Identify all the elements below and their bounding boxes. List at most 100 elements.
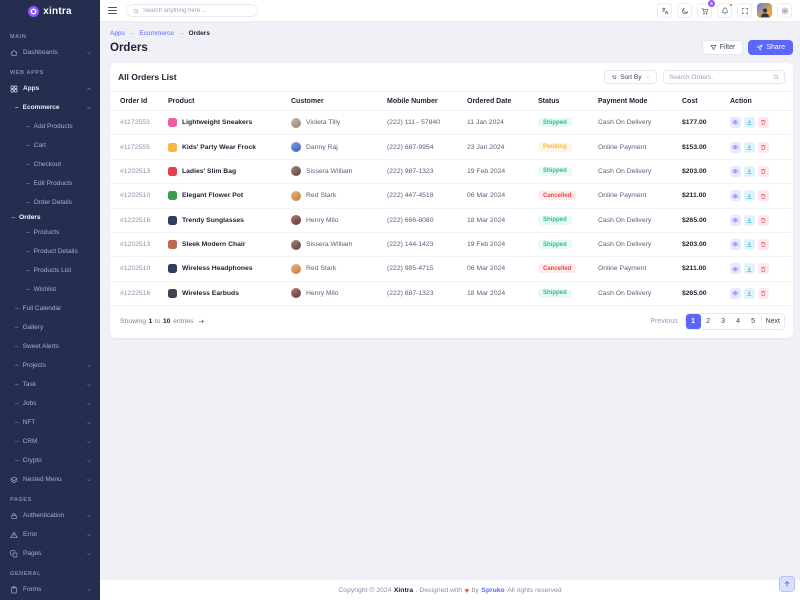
- col-status: Status: [532, 92, 592, 111]
- sidebar-item[interactable]: Error: [0, 525, 100, 544]
- footer-designer-link[interactable]: Spruko: [481, 586, 505, 594]
- sidebar-item[interactable]: GENERAL: [0, 563, 100, 580]
- cart-button[interactable]: 5: [697, 0, 715, 18]
- sidebar-item[interactable]: – Wishlist: [0, 280, 100, 299]
- download-order-button[interactable]: [744, 165, 755, 177]
- funnel-icon: [710, 44, 717, 51]
- view-order-button[interactable]: [730, 239, 741, 251]
- date-cell: 19 Feb 2024: [461, 159, 532, 185]
- delete-order-button[interactable]: [758, 239, 769, 251]
- delete-order-button[interactable]: [758, 287, 769, 299]
- sidebar-item[interactable]: Authentication: [0, 506, 100, 525]
- cart-badge: 5: [708, 0, 715, 7]
- sidebar-item[interactable]: Forms: [0, 580, 100, 599]
- sidebar-toggle-icon[interactable]: [108, 7, 117, 14]
- sidebar-item[interactable]: – Product Details: [0, 242, 100, 261]
- sidebar-item[interactable]: – Projects: [0, 356, 100, 375]
- pagination-page[interactable]: 2: [700, 314, 716, 329]
- breadcrumb-link-apps[interactable]: Apps: [110, 30, 125, 37]
- user-avatar[interactable]: [757, 3, 772, 18]
- download-order-button[interactable]: [744, 214, 755, 226]
- sidebar-item[interactable]: – Products List: [0, 261, 100, 280]
- language-button[interactable]: [657, 3, 672, 18]
- sidebar-item[interactable]: – Task: [0, 375, 100, 394]
- view-order-button[interactable]: [730, 190, 741, 202]
- delete-order-button[interactable]: [758, 165, 769, 177]
- moon-icon: [681, 7, 689, 15]
- view-order-button[interactable]: [730, 165, 741, 177]
- download-icon: [746, 241, 753, 248]
- share-button[interactable]: Share: [748, 40, 793, 55]
- breadcrumb-separator-icon: →: [178, 30, 185, 37]
- sidebar-item[interactable]: – Gallery: [0, 318, 100, 337]
- sidebar-item[interactable]: – Crypto: [0, 451, 100, 470]
- view-order-button[interactable]: [730, 263, 741, 275]
- sidebar-item-label: Edit Products: [33, 179, 73, 187]
- pagination-page[interactable]: 5: [745, 314, 761, 329]
- sidebar-item[interactable]: – Checkout: [0, 155, 100, 174]
- download-order-button[interactable]: [744, 141, 755, 153]
- filter-button[interactable]: Filter: [701, 40, 744, 55]
- download-order-button[interactable]: [744, 287, 755, 299]
- delete-order-button[interactable]: [758, 263, 769, 275]
- global-search-input[interactable]: [143, 7, 251, 14]
- delete-order-button[interactable]: [758, 190, 769, 202]
- settings-button[interactable]: [777, 3, 792, 18]
- sidebar-item[interactable]: Apps: [0, 79, 100, 98]
- view-order-button[interactable]: [730, 141, 741, 153]
- sidebar-item[interactable]: – CRM: [0, 432, 100, 451]
- scroll-to-top-button[interactable]: [779, 576, 795, 592]
- sidebar-item[interactable]: MAIN: [0, 26, 100, 43]
- app-logo[interactable]: xintra: [0, 0, 100, 22]
- pagination-previous[interactable]: Previous: [650, 318, 678, 325]
- dash-bullet-icon: –: [15, 456, 19, 464]
- sidebar-item[interactable]: – Ecommerce: [0, 98, 100, 117]
- sidebar-item[interactable]: – Edit Products: [0, 174, 100, 193]
- sidebar-item[interactable]: Dashboards: [0, 43, 100, 62]
- sidebar-item-label: Apps: [23, 84, 40, 92]
- sidebar-item[interactable]: – Jobs: [0, 394, 100, 413]
- sidebar-item[interactable]: PAGES: [0, 489, 100, 506]
- sidebar-item[interactable]: – Add Products: [0, 117, 100, 136]
- sidebar-item-label: Jobs: [22, 399, 37, 407]
- customer-name: Henry Milo: [306, 216, 339, 224]
- eye-icon: [732, 266, 739, 273]
- pagination-page[interactable]: 1: [685, 314, 701, 329]
- view-order-button[interactable]: [730, 117, 741, 129]
- sidebar-item[interactable]: – Full Calendar: [0, 299, 100, 318]
- sidebar-item[interactable]: – NFT: [0, 413, 100, 432]
- orders-search-input[interactable]: [669, 73, 769, 81]
- delete-order-button[interactable]: [758, 141, 769, 153]
- download-order-button[interactable]: [744, 239, 755, 251]
- download-order-button[interactable]: [744, 117, 755, 129]
- sidebar-item[interactable]: – Products: [0, 223, 100, 242]
- pagination-next[interactable]: Next: [760, 314, 784, 329]
- arrow-right-icon: [196, 318, 205, 325]
- sidebar-item-label: Pages: [23, 549, 42, 557]
- sidebar-item[interactable]: – Orders: [0, 212, 41, 223]
- sidebar-item[interactable]: – Order Details: [0, 193, 100, 212]
- fullscreen-button[interactable]: [737, 3, 752, 18]
- trash-icon: [760, 119, 767, 126]
- dark-mode-button[interactable]: [677, 3, 692, 18]
- status-badge: Shipped: [538, 240, 572, 250]
- sidebar-item[interactable]: WEB APPS: [0, 62, 100, 79]
- view-order-button[interactable]: [730, 287, 741, 299]
- view-order-button[interactable]: [730, 214, 741, 226]
- dash-bullet-icon: –: [15, 399, 19, 407]
- download-order-button[interactable]: [744, 263, 755, 275]
- pagination-page[interactable]: 3: [715, 314, 731, 329]
- download-order-button[interactable]: [744, 190, 755, 202]
- sidebar-item[interactable]: – Sweet Alerts: [0, 337, 100, 356]
- notifications-button[interactable]: [717, 2, 733, 18]
- payment-cell: Cash On Delivery: [592, 232, 676, 258]
- sidebar-item[interactable]: Pages: [0, 544, 100, 563]
- sidebar-item[interactable]: – Cart: [0, 136, 100, 155]
- breadcrumb-link-ecommerce[interactable]: Ecommerce: [139, 30, 175, 37]
- pagination-page[interactable]: 4: [730, 314, 746, 329]
- delete-order-button[interactable]: [758, 214, 769, 226]
- breadcrumb-separator-icon: →: [128, 30, 136, 37]
- sort-by-button[interactable]: Sort By: [603, 70, 657, 84]
- sidebar-item[interactable]: Nested Menu: [0, 470, 100, 489]
- delete-order-button[interactable]: [758, 117, 769, 129]
